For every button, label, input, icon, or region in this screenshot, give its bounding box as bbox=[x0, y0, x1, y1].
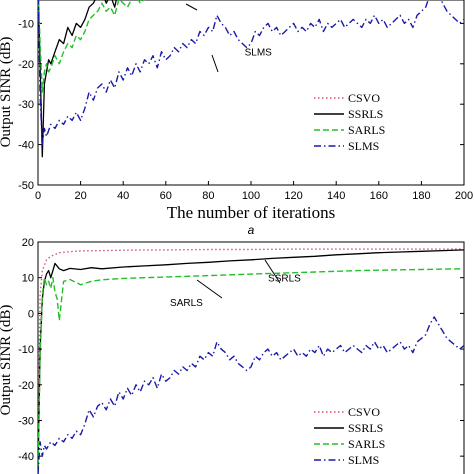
annotation-arrow bbox=[211, 54, 219, 73]
series-line-sarls bbox=[38, 268, 464, 474]
y-tick-label: -10 bbox=[18, 18, 34, 30]
chart-b-frame bbox=[37, 241, 465, 474]
chart-a-plot-area bbox=[38, 0, 464, 158]
y-tick-label: -40 bbox=[18, 451, 34, 463]
legend-label-csvo: CSVO bbox=[348, 405, 380, 419]
chart-a-ylabel: Output SINR (dB) bbox=[0, 37, 14, 148]
y-tick-label: 20 bbox=[22, 237, 34, 249]
x-tick-label: 20 bbox=[74, 190, 86, 202]
y-tick-label: 10 bbox=[22, 273, 34, 285]
y-tick-label: -10 bbox=[18, 344, 34, 356]
series-line-slms bbox=[38, 0, 464, 146]
legend-label-sarls: SARLS bbox=[348, 123, 385, 137]
x-tick-label: 120 bbox=[284, 190, 302, 202]
series-line-csvo bbox=[38, 248, 464, 457]
x-tick-label: 60 bbox=[160, 190, 172, 202]
chart-a-legend: CSVO SSRLS SARLS SLMS bbox=[314, 91, 385, 153]
y-tick-label: -30 bbox=[18, 415, 34, 427]
annotation-slms: SLMS bbox=[245, 48, 273, 59]
x-tick-label: 160 bbox=[370, 190, 388, 202]
y-tick-label: 0 bbox=[28, 308, 34, 320]
chart-b-legend: CSVO SSRLS SARLS SLMS bbox=[314, 405, 385, 467]
legend-label-csvo: CSVO bbox=[348, 91, 380, 105]
x-tick-label: 100 bbox=[242, 190, 260, 202]
chart-a-frame bbox=[37, 0, 465, 186]
x-tick-label: 140 bbox=[327, 190, 345, 202]
series-line-sarls bbox=[38, 0, 145, 93]
series-line-ssrls bbox=[38, 0, 117, 158]
annotation-arrow bbox=[264, 259, 281, 284]
legend-label-slms: SLMS bbox=[348, 139, 379, 153]
legend-label-ssrls: SSRLS bbox=[348, 107, 383, 121]
series-line-slms bbox=[38, 316, 464, 474]
annotation-ssrls: SSRLS bbox=[268, 273, 301, 284]
y-tick-label: -30 bbox=[18, 99, 34, 111]
y-tick-label: -20 bbox=[18, 380, 34, 392]
legend-label-ssrls: SSRLS bbox=[348, 421, 383, 435]
x-tick-label: 80 bbox=[202, 190, 214, 202]
annotation-sarls: SARLS bbox=[170, 298, 203, 309]
x-tick-label: 0 bbox=[35, 190, 41, 202]
y-tick-label: -20 bbox=[18, 59, 34, 71]
chart-panel-a: -50 -40 -30 -20 -10 0 20 40 60 80 100 120 140 160 180 2… bbox=[0, 0, 473, 237]
series-line-ssrls bbox=[38, 249, 464, 474]
chart-b-ylabel: Output SINR (dB) bbox=[0, 305, 14, 416]
y-tick-label: -50 bbox=[18, 180, 34, 192]
legend-label-slms: SLMS bbox=[348, 453, 379, 467]
x-tick-label: 40 bbox=[117, 190, 129, 202]
chart-panel-b: -40 -30 -20 -10 0 10 20 Output SINR (dB) CSVO S… bbox=[0, 237, 465, 474]
chart-a-xlabel: The number of iterations bbox=[167, 203, 336, 222]
chart-b-plot-area bbox=[38, 248, 464, 474]
annotation-arrow bbox=[196, 279, 223, 299]
panel-a-label: a bbox=[248, 223, 255, 237]
x-tick-label: 200 bbox=[455, 190, 473, 202]
annotation-arrow bbox=[185, 3, 198, 11]
y-tick-label: -40 bbox=[18, 140, 34, 152]
legend-label-sarls: SARLS bbox=[348, 437, 385, 451]
x-tick-label: 180 bbox=[412, 190, 430, 202]
